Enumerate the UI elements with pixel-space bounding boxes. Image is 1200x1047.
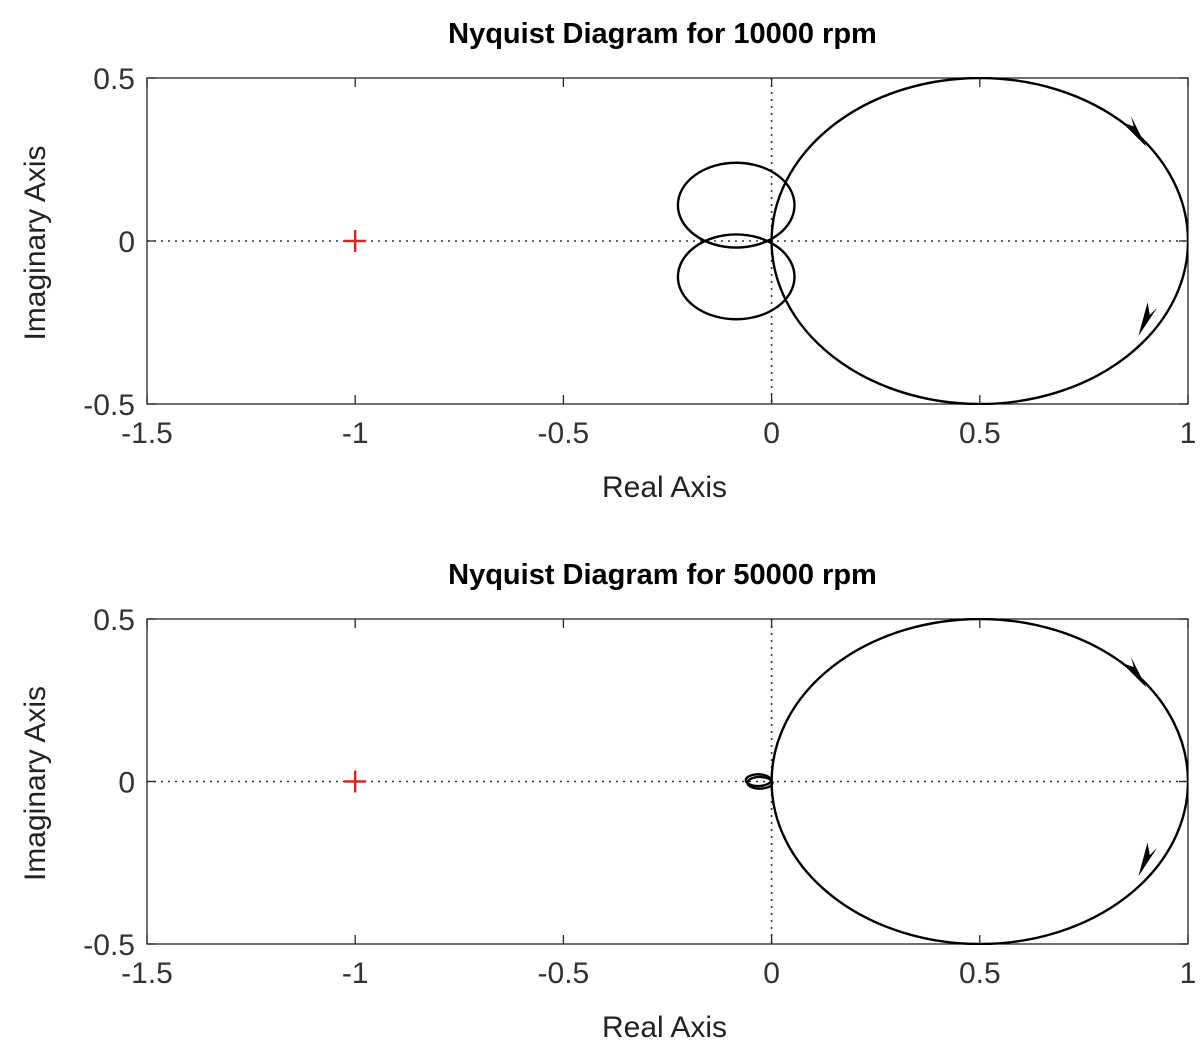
- x-tick-label: 0.5: [959, 417, 1001, 450]
- y-tick-label: 0: [118, 767, 135, 800]
- direction-arrow: [1138, 302, 1158, 337]
- x-tick-label: -1: [342, 417, 369, 450]
- direction-arrow: [1121, 657, 1147, 688]
- x-tick-label: 0: [763, 957, 780, 990]
- x-tick-label: -1: [342, 957, 369, 990]
- plot-area: [146, 77, 1189, 405]
- chart-title: Nyquist Diagram for 50000 rpm: [448, 559, 877, 591]
- y-tick-label: 0.5: [93, 63, 135, 96]
- plot-area: [146, 618, 1189, 945]
- critical-point-marker: [344, 230, 367, 252]
- x-tick-label: 1: [1180, 417, 1197, 450]
- chart-title: Nyquist Diagram for 10000 rpm: [448, 18, 877, 50]
- x-tick-label: 0: [763, 417, 780, 450]
- y-axis-label: Imaginary Axis: [19, 145, 52, 340]
- x-tick-label: -1.5: [121, 957, 173, 990]
- x-tick-label: -0.5: [538, 417, 590, 450]
- x-tick-label: -0.5: [538, 957, 590, 990]
- direction-arrow: [1138, 842, 1158, 877]
- critical-point-marker: [344, 770, 367, 793]
- nyquist-inner-loop: [746, 775, 774, 790]
- y-axis-label: Imaginary Axis: [19, 686, 52, 881]
- chart-10000-rpm: -1.5 -1 -0.5 0 0.5 1 -0.5 0 0.5 Nyquist Diagram f…: [19, 18, 1196, 504]
- x-axis-label: Real Axis: [602, 1011, 727, 1044]
- y-tick-label: 0: [118, 226, 135, 259]
- y-tick-label: 0.5: [93, 604, 135, 637]
- y-tick-label: -0.5: [83, 929, 135, 962]
- y-tick-label: -0.5: [83, 389, 135, 422]
- direction-arrow: [1121, 116, 1147, 147]
- x-axis-label: Real Axis: [602, 471, 727, 504]
- nyquist-inner-loop: [676, 161, 796, 249]
- nyquist-inner-loop: [676, 233, 796, 321]
- x-tick-label: 1: [1180, 957, 1197, 990]
- x-tick-label: 0.5: [959, 957, 1001, 990]
- x-tick-label: -1.5: [121, 417, 173, 450]
- chart-50000-rpm: -1.5 -1 -0.5 0 0.5 1 -0.5 0 0.5 Nyquist Diagram f…: [19, 559, 1196, 1044]
